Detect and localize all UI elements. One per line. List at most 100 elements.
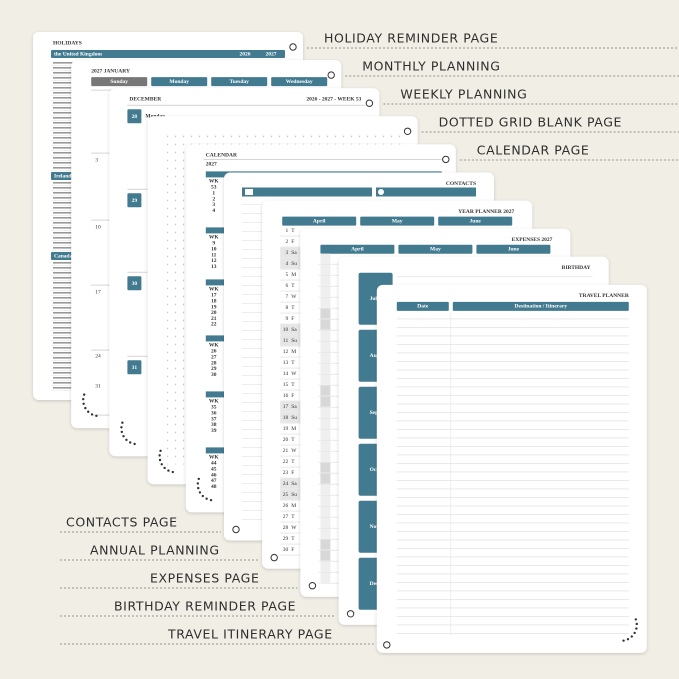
deco-dot	[635, 627, 638, 630]
page-label: CONTACTS PAGE	[66, 515, 178, 530]
entry	[53, 92, 75, 94]
week-number: 37	[211, 416, 217, 422]
entry	[53, 137, 75, 139]
day-letter: M	[291, 272, 296, 278]
header-text: Wednesday	[286, 79, 313, 85]
week-number: 38	[211, 422, 217, 428]
entry	[53, 262, 75, 264]
entry	[53, 62, 75, 64]
date: 30	[132, 281, 138, 287]
binder-hole	[403, 127, 412, 136]
day-letter: T	[291, 228, 295, 234]
entry	[53, 347, 75, 349]
entry	[53, 327, 75, 329]
entry	[53, 182, 75, 184]
cell	[320, 352, 331, 363]
entry	[53, 122, 75, 124]
day-number: 21	[283, 448, 289, 454]
entry	[53, 382, 75, 384]
entry	[53, 332, 75, 334]
page-label: WEEKLY PLANNING	[400, 87, 527, 102]
page-title: BIRTHDAY	[562, 265, 591, 271]
day-number: 9	[285, 316, 288, 322]
entry	[53, 67, 75, 69]
entry	[53, 237, 75, 239]
binder-hole	[365, 99, 374, 107]
entry	[53, 287, 75, 289]
binder-hole	[270, 553, 278, 562]
entry	[53, 372, 75, 374]
day-number: 6	[285, 283, 288, 289]
week-number: 10	[211, 246, 217, 252]
week-number: 47	[211, 478, 217, 484]
day-number: 18	[283, 415, 289, 421]
entry	[53, 317, 75, 319]
cell	[320, 407, 331, 418]
entry	[53, 162, 75, 164]
deco-dot	[160, 463, 163, 466]
day-letter: Sa	[291, 327, 297, 333]
header-text: the United Kingdom	[54, 51, 102, 57]
day-number: 26	[283, 503, 289, 509]
day-letter: T	[291, 382, 295, 388]
day-letter: Sa	[291, 404, 297, 410]
year: 2027	[266, 51, 277, 57]
wk: WK	[209, 179, 220, 185]
date: 17	[95, 289, 101, 295]
header-bar	[396, 301, 449, 311]
day-number: 13	[283, 360, 289, 366]
entry	[53, 207, 75, 209]
header-text: Canada	[54, 253, 73, 259]
day-number: 5	[285, 272, 288, 278]
deco-dot	[198, 491, 202, 494]
cell	[320, 297, 331, 308]
week-number: 13	[211, 264, 217, 270]
header-text: Date	[417, 304, 429, 310]
week-number: 48	[211, 484, 217, 490]
entry	[53, 167, 75, 169]
entry	[53, 302, 75, 304]
deco-dot	[197, 477, 200, 481]
date: 24	[95, 353, 101, 359]
week-number: 45	[211, 466, 217, 472]
deco-dot	[626, 637, 630, 641]
week-number: 39	[211, 428, 217, 434]
deco-dot	[163, 466, 166, 470]
cell	[320, 396, 331, 407]
entry	[53, 307, 75, 309]
day-number: 27	[283, 514, 289, 520]
day-number: 30	[283, 547, 289, 553]
cell	[320, 495, 331, 506]
entry	[53, 157, 75, 159]
day-number: 29	[283, 536, 289, 542]
deco-dot	[201, 494, 205, 498]
entry	[53, 247, 75, 249]
deco-dot	[133, 442, 136, 446]
page-title: HOLIDAYS	[53, 40, 82, 46]
deco-dot	[129, 441, 132, 444]
date: 29	[132, 198, 138, 204]
binder-hole	[383, 641, 391, 649]
entry	[53, 227, 75, 229]
header-bar	[91, 77, 148, 87]
deco-dot	[90, 413, 94, 416]
wk: WK	[209, 287, 220, 293]
day-number: 14	[283, 371, 289, 377]
entry	[53, 297, 75, 299]
cell	[320, 462, 331, 473]
deco-dot	[630, 635, 633, 638]
header-text: May	[430, 246, 441, 252]
cell	[320, 517, 331, 528]
day-letter: T	[291, 437, 295, 443]
cell	[320, 253, 331, 264]
week-number: 12	[211, 258, 217, 264]
day-letter: Sa	[291, 250, 297, 256]
entry	[53, 277, 75, 279]
wk: WK	[209, 343, 220, 349]
page-title: YEAR PLANNER 2027	[458, 209, 514, 215]
day-number: 2	[285, 239, 288, 245]
binder-hole	[289, 43, 297, 51]
page-label: BIRTHDAY REMINDER PAGE	[114, 599, 296, 614]
entry	[53, 352, 75, 354]
page-label: HOLIDAY REMINDER PAGE	[324, 31, 498, 46]
